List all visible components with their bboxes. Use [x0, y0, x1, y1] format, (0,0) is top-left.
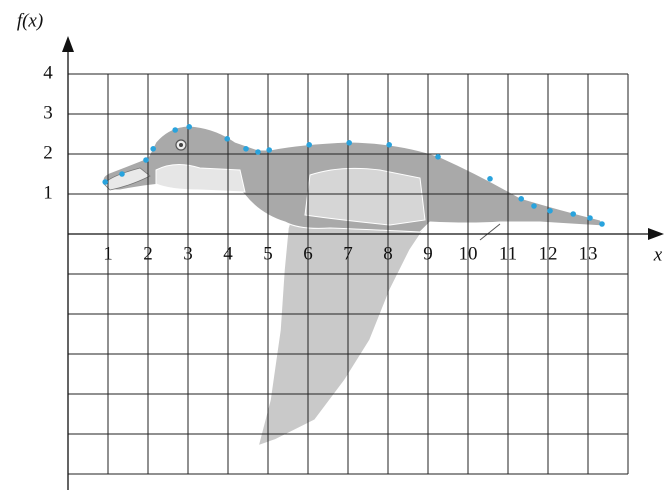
point: [243, 146, 249, 152]
x-tick-label: 7: [343, 243, 353, 264]
point: [186, 124, 192, 130]
point: [386, 142, 393, 148]
point: [531, 203, 537, 209]
point: [172, 127, 178, 133]
grid: [67, 73, 629, 475]
x-tick-label: 2: [143, 243, 153, 264]
y-tick-label: 3: [43, 102, 53, 123]
y-tick-label: 2: [43, 142, 53, 163]
y-axis-label: f(x): [17, 10, 43, 31]
point: [570, 211, 576, 217]
x-tick-label: 13: [579, 243, 598, 264]
point: [435, 154, 441, 160]
y-axis-arrow: [62, 36, 74, 52]
marks: [102, 124, 605, 227]
x-axis-arrow: [648, 228, 664, 240]
point: [306, 142, 313, 148]
point: [150, 146, 156, 152]
x-tick-label: 6: [303, 243, 313, 264]
x-axis-label: x: [653, 244, 663, 265]
x-tick-label: 8: [383, 243, 393, 264]
point: [224, 136, 230, 142]
y-tick-label: 4: [43, 62, 53, 83]
point: [143, 157, 149, 163]
point: [102, 179, 108, 185]
point: [547, 208, 553, 214]
point: [119, 171, 125, 177]
goose-drawing: [102, 125, 607, 448]
x-tick-label: 1: [103, 243, 113, 264]
x-tick-label: 11: [499, 243, 517, 264]
point: [587, 215, 593, 221]
x-tick-label: 9: [423, 243, 433, 264]
point: [599, 221, 605, 227]
x-tick-label: 4: [223, 243, 233, 264]
point: [266, 147, 273, 153]
point: [346, 140, 353, 146]
y-tick-label: 1: [43, 182, 53, 203]
x-tick-label: 10: [459, 243, 478, 264]
x-tick-label: 5: [263, 243, 273, 264]
point: [518, 196, 524, 202]
x-tick-label: 3: [183, 243, 193, 264]
point: [487, 176, 493, 182]
x-tick-label: 12: [539, 243, 558, 264]
point: [255, 149, 261, 155]
